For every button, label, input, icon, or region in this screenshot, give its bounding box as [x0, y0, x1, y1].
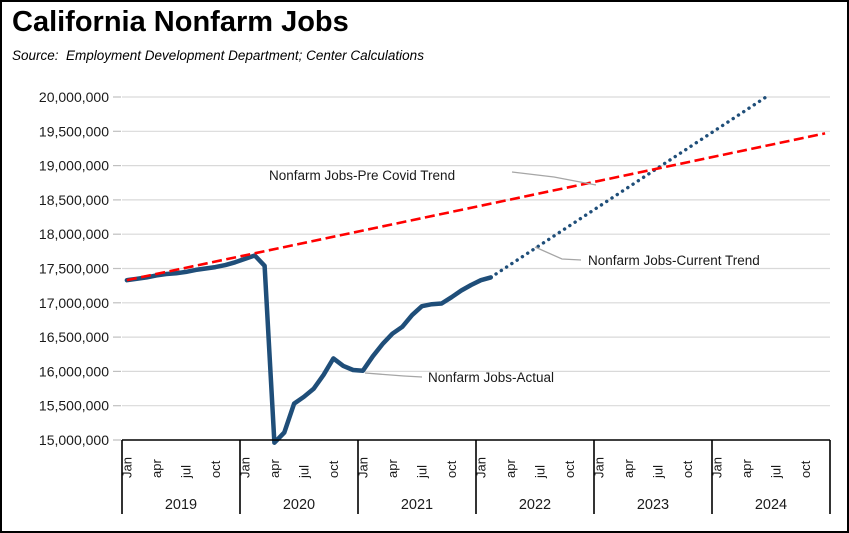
- month-tick-label: apr: [267, 459, 282, 478]
- month-tick-label: apr: [503, 459, 518, 478]
- y-axis-label: 18,500,000: [39, 192, 109, 208]
- series-annotation-label: Nonfarm Jobs-Pre Covid Trend: [269, 168, 455, 183]
- y-axis-label: 16,000,000: [39, 363, 109, 379]
- month-tick-label: jul: [414, 465, 429, 479]
- year-label: 2024: [755, 497, 787, 513]
- nonfarm-jobs-pre-covid-trend-line: [126, 132, 826, 282]
- month-tick-label: Jan: [237, 457, 252, 478]
- year-label: 2020: [283, 497, 315, 513]
- annotation-leader-line: [511, 171, 597, 186]
- month-tick-label: apr: [621, 459, 636, 478]
- month-tick-label: jul: [768, 465, 783, 479]
- month-tick-label: oct: [444, 460, 459, 478]
- y-axis-label: 20,000,000: [39, 89, 109, 105]
- chart-source: Source: Employment Development Departmen…: [12, 48, 424, 63]
- y-axis-label: 17,500,000: [39, 261, 109, 277]
- year-label: 2023: [637, 497, 669, 513]
- y-axis-label: 15,000,000: [39, 432, 109, 448]
- month-tick-label: oct: [680, 460, 695, 478]
- month-tick-label: Jan: [591, 457, 606, 478]
- month-tick-label: jul: [296, 465, 311, 479]
- month-tick-label: oct: [798, 460, 813, 478]
- month-tick-label: Jan: [119, 457, 134, 478]
- y-axis-label: 19,000,000: [39, 158, 109, 174]
- annotation-leader-line: [364, 372, 423, 378]
- month-tick-label: jul: [532, 465, 547, 479]
- year-label: 2019: [165, 497, 197, 513]
- month-tick-label: Jan: [709, 457, 724, 478]
- nonfarm-jobs-current-trend-line: [489, 95, 768, 280]
- month-tick-label: Jan: [355, 457, 370, 478]
- y-axis-label: 18,000,000: [39, 226, 109, 242]
- year-label: 2021: [401, 497, 433, 513]
- year-label: 2022: [519, 497, 551, 513]
- month-tick-label: jul: [650, 465, 665, 479]
- month-tick-label: oct: [562, 460, 577, 478]
- nonfarm-jobs-actual-line: [124, 253, 494, 445]
- y-axis-label: 15,500,000: [39, 398, 109, 414]
- month-tick-label: Jan: [473, 457, 488, 478]
- y-axis-label: 19,500,000: [39, 123, 109, 139]
- y-axis-label: 16,500,000: [39, 329, 109, 345]
- chart-title: California Nonfarm Jobs: [12, 6, 349, 38]
- month-tick-label: jul: [178, 465, 193, 479]
- series-annotation-label: Nonfarm Jobs-Actual: [428, 370, 554, 385]
- month-tick-label: oct: [326, 460, 341, 478]
- month-tick-label: apr: [385, 459, 400, 478]
- series-annotation-label: Nonfarm Jobs-Current Trend: [588, 253, 760, 268]
- month-tick-label: apr: [149, 459, 164, 478]
- annotation-leader-line: [534, 246, 582, 261]
- y-axis-label: 17,000,000: [39, 295, 109, 311]
- month-tick-label: oct: [208, 460, 223, 478]
- month-tick-label: apr: [739, 459, 754, 478]
